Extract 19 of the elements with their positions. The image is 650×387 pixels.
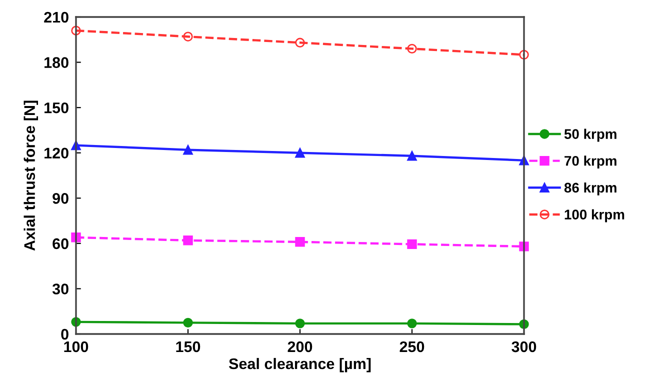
x-tick-label: 250 (400, 341, 424, 352)
y-tick-label: 210 (44, 12, 68, 23)
y-tick-label: 90 (52, 193, 68, 204)
y-tick-label: 180 (44, 57, 68, 68)
legend-label: 70 krpm (564, 156, 616, 169)
legend-label: 100 krpm (564, 209, 624, 222)
y-tick-label: 150 (44, 102, 68, 114)
y-tick-label: 30 (52, 284, 68, 294)
x-tick-label: 150 (176, 341, 200, 352)
x-tick-label: 300 (512, 341, 536, 352)
x-tick-label: 200 (288, 341, 312, 352)
y-tick-label: 60 (52, 238, 68, 250)
legend-label: 50 krpm (564, 128, 616, 142)
x-tick-label: 100 (64, 341, 88, 352)
y-axis-title: Axial thrust force [N] (24, 100, 38, 251)
legend-label: 86 krpm (564, 182, 616, 196)
y-tick-label: 120 (44, 148, 68, 159)
x-axis-title: Seal clearance [µm] (228, 358, 371, 372)
y-tick-label: 0 (61, 328, 68, 340)
